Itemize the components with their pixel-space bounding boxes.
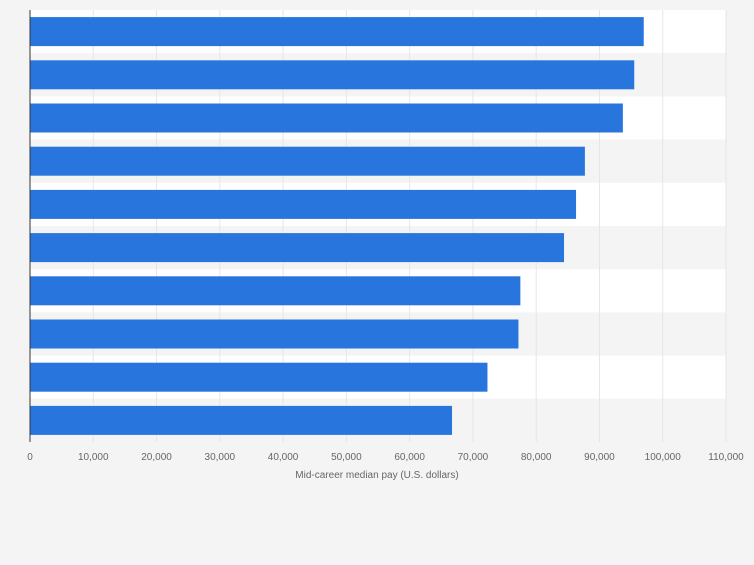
bar[interactable] bbox=[30, 17, 644, 47]
x-tick-label: 100,000 bbox=[645, 452, 682, 463]
x-axis-ticks: 0 10,000 20,000 30,000 40,000 50,000 60,000 70,… bbox=[27, 452, 744, 463]
x-tick-label: 70,000 bbox=[458, 452, 489, 463]
bar[interactable] bbox=[30, 146, 585, 176]
bar[interactable] bbox=[30, 276, 521, 306]
bar[interactable] bbox=[30, 319, 519, 349]
x-tick-label: 0 bbox=[27, 452, 33, 463]
x-axis-title: Mid-career median pay (U.S. dollars) bbox=[295, 470, 458, 481]
bar[interactable] bbox=[30, 362, 488, 392]
x-tick-label: 110,000 bbox=[708, 452, 744, 463]
x-tick-label: 20,000 bbox=[141, 452, 172, 463]
bars bbox=[30, 17, 644, 435]
x-tick-label: 60,000 bbox=[394, 452, 425, 463]
bar[interactable] bbox=[30, 233, 565, 263]
x-tick-label: 40,000 bbox=[268, 452, 299, 463]
bar[interactable] bbox=[30, 60, 635, 90]
bar[interactable] bbox=[30, 189, 577, 219]
x-tick-label: 90,000 bbox=[584, 452, 615, 463]
x-tick-label: 30,000 bbox=[205, 452, 236, 463]
x-tick-label: 10,000 bbox=[78, 452, 109, 463]
x-tick-label: 80,000 bbox=[521, 452, 552, 463]
bar[interactable] bbox=[30, 103, 623, 133]
x-tick-label: 50,000 bbox=[331, 452, 362, 463]
bar[interactable] bbox=[30, 405, 453, 435]
